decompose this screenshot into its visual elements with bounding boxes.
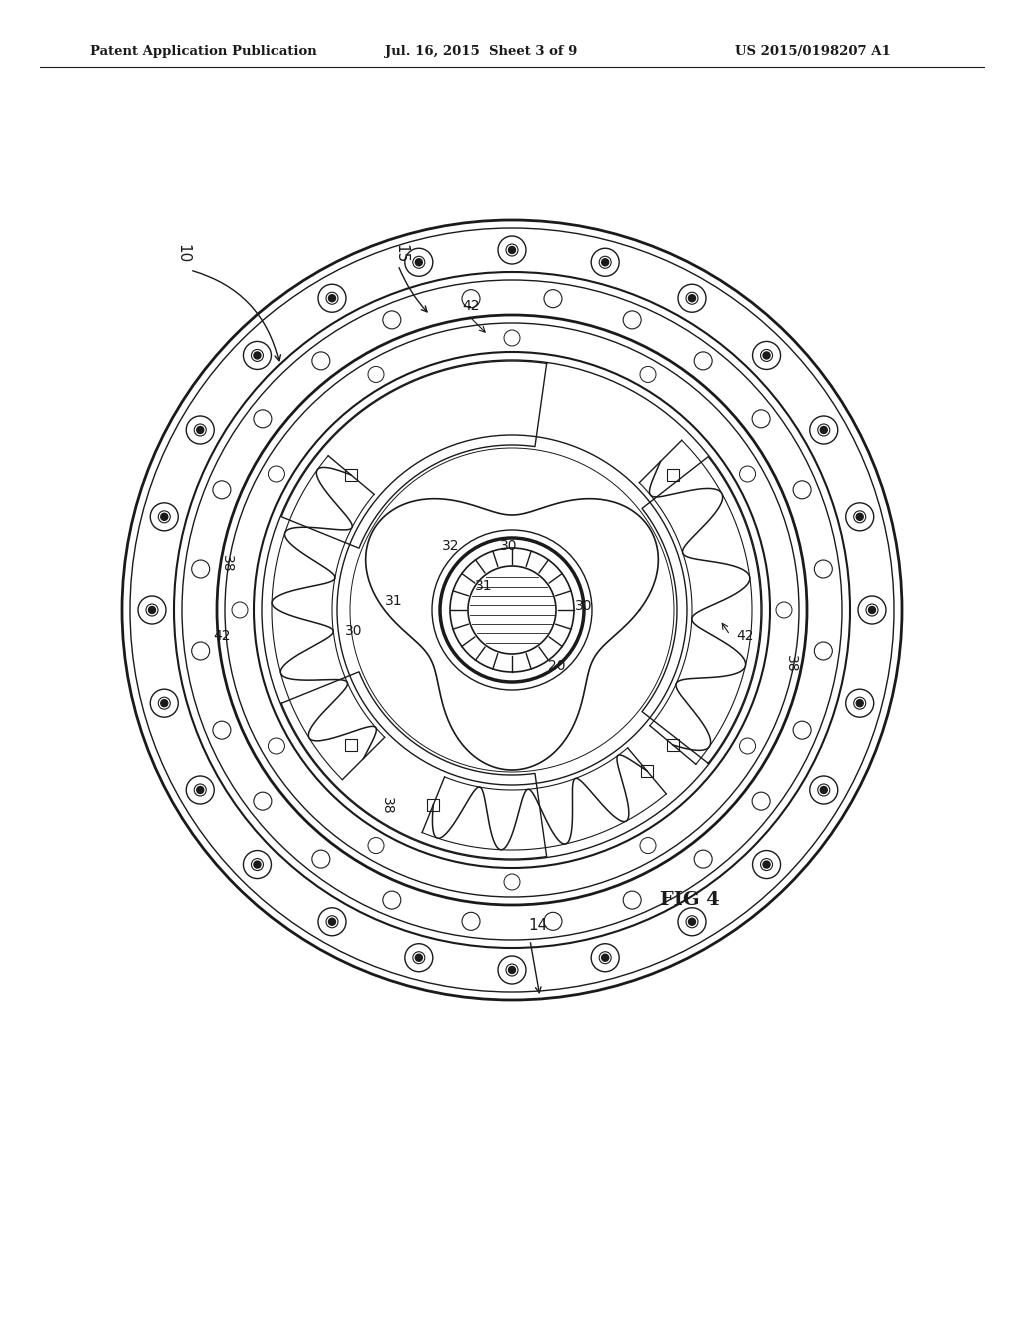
Text: 32: 32 xyxy=(442,539,460,553)
Circle shape xyxy=(509,966,515,974)
Text: 31: 31 xyxy=(475,579,493,593)
Bar xyxy=(345,469,357,480)
Bar xyxy=(345,739,357,751)
Circle shape xyxy=(820,787,827,793)
Text: 38: 38 xyxy=(380,797,394,814)
Circle shape xyxy=(602,259,608,265)
Circle shape xyxy=(329,294,336,302)
Text: 42: 42 xyxy=(736,630,754,643)
Text: 14: 14 xyxy=(528,917,547,933)
Circle shape xyxy=(602,954,608,961)
Circle shape xyxy=(161,513,168,520)
Text: Jul. 16, 2015  Sheet 3 of 9: Jul. 16, 2015 Sheet 3 of 9 xyxy=(385,45,578,58)
Text: 38: 38 xyxy=(220,556,234,573)
Circle shape xyxy=(688,294,695,302)
Text: 30: 30 xyxy=(345,624,362,638)
Circle shape xyxy=(763,352,770,359)
Circle shape xyxy=(688,919,695,925)
Circle shape xyxy=(254,861,261,869)
Text: 30: 30 xyxy=(575,599,593,612)
Text: 10: 10 xyxy=(175,244,190,263)
Text: 42: 42 xyxy=(462,300,479,313)
Circle shape xyxy=(763,861,770,869)
Circle shape xyxy=(161,700,168,706)
Circle shape xyxy=(820,426,827,433)
Circle shape xyxy=(197,426,204,433)
Text: Patent Application Publication: Patent Application Publication xyxy=(90,45,316,58)
Text: 15: 15 xyxy=(393,244,408,263)
Circle shape xyxy=(856,513,863,520)
Circle shape xyxy=(197,787,204,793)
Circle shape xyxy=(416,954,422,961)
Circle shape xyxy=(254,352,261,359)
Circle shape xyxy=(868,606,876,614)
Circle shape xyxy=(329,919,336,925)
Circle shape xyxy=(148,606,156,614)
Circle shape xyxy=(856,700,863,706)
Text: 38: 38 xyxy=(784,655,798,673)
Bar xyxy=(667,469,679,480)
Text: 42: 42 xyxy=(213,630,230,643)
Circle shape xyxy=(509,247,515,253)
Text: US 2015/0198207 A1: US 2015/0198207 A1 xyxy=(735,45,891,58)
Bar xyxy=(427,799,439,810)
Bar xyxy=(641,764,653,777)
Bar xyxy=(667,739,679,751)
Text: 30: 30 xyxy=(500,539,517,553)
Text: FIG 4: FIG 4 xyxy=(660,891,720,909)
Text: 31: 31 xyxy=(385,594,402,609)
Circle shape xyxy=(416,259,422,265)
Text: 20: 20 xyxy=(548,659,565,673)
